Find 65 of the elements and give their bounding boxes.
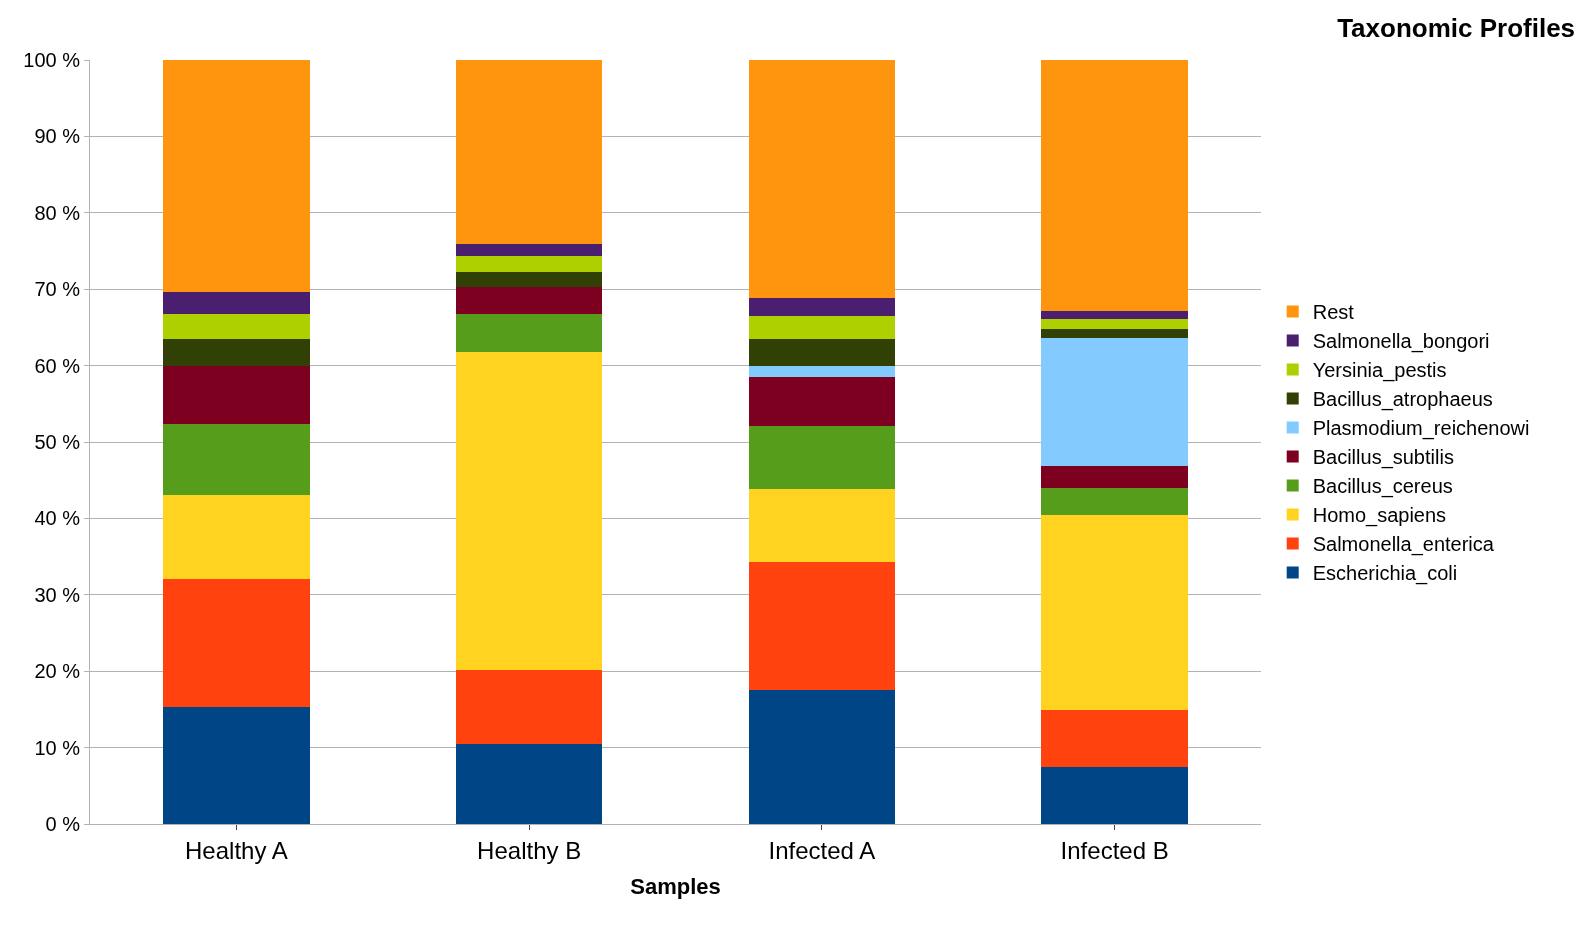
bar	[1041, 466, 1188, 488]
legend-label: Yersinia_pestis	[1312, 359, 1447, 383]
bar	[455, 743, 603, 824]
text: Taxonomic Profiles	[1337, 12, 1576, 43]
legend-label: Plasmodium_reichenowi	[1312, 417, 1530, 441]
y-tick-label: 100 %	[23, 49, 81, 71]
legend-label: Bacillus_subtilis	[1312, 446, 1454, 470]
legend-label: Bacillus_atrophaeus	[1312, 388, 1493, 412]
bar	[163, 60, 310, 293]
x-tick-label: Healthy A	[185, 836, 288, 864]
bar	[748, 338, 896, 366]
y-tick-label: 80 %	[34, 201, 81, 224]
x-tick-label: Healthy B	[477, 836, 582, 864]
bar	[1041, 514, 1188, 711]
legend-label: Escherichia_coli	[1312, 562, 1458, 586]
y-tick-label: 40 %	[34, 507, 81, 530]
legend-label: Salmonella_bongori	[1312, 330, 1490, 354]
y-tick-label: 20 %	[34, 660, 81, 683]
bar	[163, 313, 310, 339]
bar	[163, 424, 310, 495]
bar	[1041, 60, 1188, 312]
bar	[455, 351, 603, 670]
bar	[748, 315, 896, 339]
legend-label: Bacillus_cereus	[1312, 475, 1453, 499]
bar	[748, 60, 896, 298]
y-tick-label: 90 %	[34, 125, 81, 148]
bar	[163, 292, 310, 314]
bar	[1041, 311, 1188, 319]
bar	[163, 494, 310, 579]
bar	[748, 425, 896, 490]
y-tick-label: 70 %	[34, 278, 81, 301]
legend-label: Rest	[1312, 301, 1355, 324]
bar	[748, 297, 896, 316]
y-tick-label: 60 %	[34, 354, 81, 377]
bar	[1041, 487, 1188, 515]
bar	[455, 244, 603, 256]
bar	[748, 377, 896, 426]
bar	[1041, 319, 1188, 329]
legend-label: Homo_sapiens	[1312, 504, 1447, 528]
bar	[163, 338, 310, 366]
bar	[455, 286, 603, 314]
bar	[1041, 328, 1188, 339]
y-tick-label: 0 %	[45, 813, 81, 835]
bar	[163, 365, 310, 425]
bar	[1041, 766, 1188, 824]
x-tick-label: Infected A	[768, 836, 876, 864]
legend-label: Salmonella_enterica	[1312, 533, 1495, 557]
bar	[748, 690, 896, 824]
x-axis-title: Samples	[630, 873, 721, 899]
y-tick-label: 10 %	[34, 736, 81, 759]
bar	[455, 271, 603, 287]
bar	[455, 255, 603, 272]
bar	[748, 489, 896, 562]
bar	[455, 60, 603, 245]
bar	[1041, 338, 1188, 467]
x-tick-label: Infected B	[1060, 836, 1169, 864]
bar	[748, 365, 896, 378]
bar	[163, 707, 310, 824]
bar	[1041, 710, 1188, 767]
bar	[748, 561, 896, 691]
y-tick-label: 30 %	[34, 583, 81, 606]
bar	[455, 669, 603, 744]
bar	[455, 313, 603, 352]
bar	[163, 578, 310, 708]
y-tick-label: 50 %	[34, 431, 81, 453]
